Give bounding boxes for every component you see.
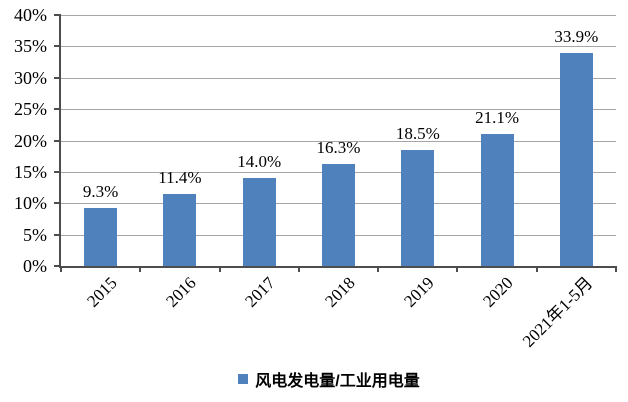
- x-axis-tick: [615, 266, 617, 272]
- y-axis-tick-label: 0%: [23, 256, 47, 276]
- x-axis-category-label: 2021年1-5月: [518, 273, 597, 351]
- bar: [480, 133, 514, 266]
- y-axis-tick-label: 35%: [14, 36, 47, 57]
- gridline: [61, 140, 616, 142]
- bar: [84, 207, 118, 266]
- y-axis-tick-label: 15%: [14, 161, 47, 182]
- bar-value-label: 16.3%: [316, 137, 361, 157]
- y-axis-tick: [54, 108, 61, 111]
- bar: [559, 53, 593, 266]
- y-axis-tick-label: 5%: [23, 224, 47, 245]
- bar-value-label: 18.5%: [395, 123, 440, 143]
- y-axis-tick: [54, 139, 61, 142]
- y-axis-tick-label: 10%: [14, 193, 47, 214]
- x-axis-category-label: 2017: [241, 273, 279, 311]
- y-axis-tick-label: 25%: [14, 99, 47, 120]
- bar: [322, 163, 355, 266]
- bar-value-label: 21.1%: [475, 107, 520, 127]
- y-axis-tick-label: 20%: [14, 130, 47, 151]
- y-axis-tick: [54, 45, 61, 48]
- x-axis-tick: [377, 266, 380, 272]
- x-axis-tick: [60, 266, 62, 272]
- y-axis-tick: [54, 14, 61, 16]
- x-axis-tick: [456, 266, 459, 272]
- y-axis-tick: [54, 170, 61, 173]
- bar: [401, 149, 435, 266]
- x-axis-tick: [535, 266, 538, 272]
- x-axis-tick: [139, 266, 142, 272]
- bar-value-label: 11.4%: [158, 168, 202, 188]
- bar-value-label: 33.9%: [554, 27, 599, 47]
- legend: 风电发电量/工业用电量: [0, 367, 628, 391]
- bar-value-label: 9.3%: [82, 181, 119, 201]
- legend-color-swatch-icon: [238, 374, 249, 384]
- bar-value-label: 14.0%: [237, 152, 282, 172]
- y-axis-tick: [54, 233, 61, 236]
- x-axis-category-label: 2020: [479, 273, 517, 311]
- y-axis-tick: [54, 265, 61, 267]
- bar: [242, 178, 276, 266]
- gridline: [61, 46, 616, 48]
- gridline: [61, 109, 616, 111]
- plot-area: [59, 15, 616, 268]
- x-axis-category-label: 2019: [400, 273, 438, 311]
- x-axis-tick: [297, 266, 300, 272]
- y-axis-tick: [54, 202, 61, 205]
- y-axis-tick-label: 40%: [14, 5, 47, 25]
- y-axis-tick-label: 30%: [14, 67, 47, 88]
- x-axis-category-label: 2015: [82, 273, 121, 311]
- x-axis-category-label: 2018: [320, 273, 359, 311]
- gridline: [61, 77, 616, 79]
- bar: [163, 194, 197, 266]
- y-axis-tick: [54, 76, 61, 79]
- gridline: [61, 15, 616, 16]
- legend-label: 风电发电量/工业用电量: [255, 373, 420, 390]
- x-axis-tick: [218, 266, 221, 272]
- x-axis-category-label: 2016: [162, 273, 200, 311]
